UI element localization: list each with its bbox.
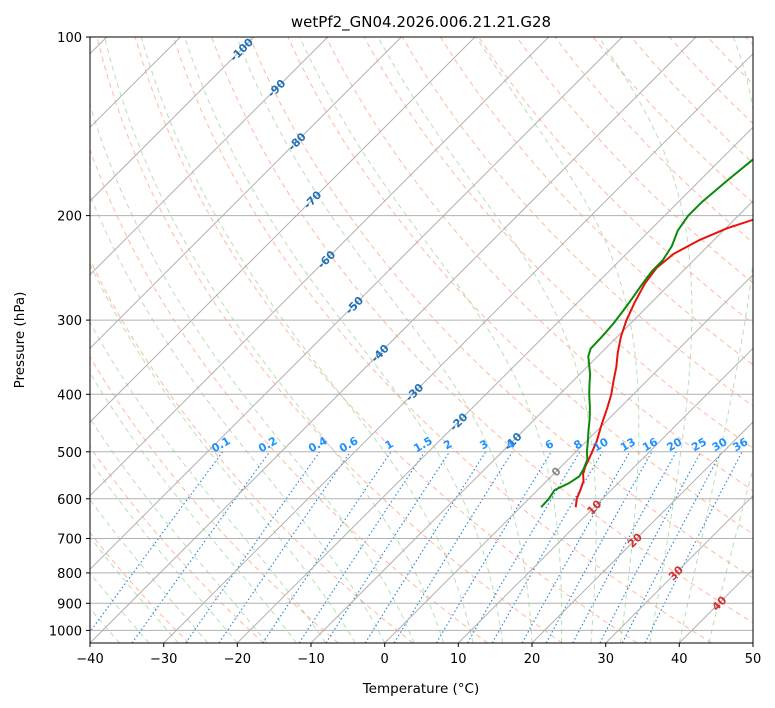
isotherm-line — [90, 37, 255, 202]
mixing-ratio-line — [218, 451, 351, 643]
chart-title: wetPf2_GN04.2026.006.21.21.G28 — [291, 13, 551, 32]
dry-adiabat-line — [96, 37, 563, 643]
moist-adiabat-line — [140, 37, 474, 643]
isotherm-line — [310, 200, 753, 643]
pressure-gridlines — [90, 37, 753, 631]
x-tick-label: −20 — [224, 652, 251, 667]
dry-adiabat-line — [249, 37, 753, 579]
mixing-ratio-line — [521, 451, 631, 643]
isotherm-line — [236, 126, 753, 643]
mixing-ratio-line — [644, 451, 743, 643]
y-tick-label: 700 — [57, 533, 82, 548]
moist-adiabats — [90, 37, 753, 643]
moist-adiabat-line — [299, 37, 563, 643]
dry-adiabat-line — [401, 37, 753, 407]
dry-adiabat-line — [439, 37, 753, 366]
mixing-ratio-line — [325, 451, 451, 643]
x-tick-label: −30 — [150, 652, 177, 667]
isotherm-line — [90, 37, 402, 350]
isotherms — [90, 37, 753, 643]
x-tick-label: 40 — [671, 652, 688, 667]
isotherm-line — [163, 52, 753, 643]
moist-adiabat-line — [90, 417, 268, 643]
y-tick-label: 400 — [57, 388, 82, 403]
isotherm-line — [531, 421, 753, 643]
moist-adiabat-line — [90, 321, 327, 643]
dewpoint-profile-line — [540, 158, 753, 508]
dry-adiabat-line — [90, 531, 190, 643]
sounding-profiles — [540, 158, 753, 508]
x-tick-label: −40 — [76, 652, 103, 667]
mixing-ratio-line — [185, 451, 321, 643]
y-tick-label: 500 — [57, 446, 82, 461]
isotherm-line — [457, 347, 753, 643]
mixing-ratio-line — [435, 451, 552, 643]
moist-adiabat-line — [90, 103, 415, 643]
mixing-ratio-line — [364, 451, 487, 643]
x-tick-label: 0 — [381, 652, 389, 667]
mixing-ratio-line — [90, 451, 224, 633]
mixing-ratio-line — [262, 451, 392, 643]
moist-adiabat-line — [90, 536, 179, 643]
y-tick-label: 100 — [57, 31, 82, 46]
dry-adiabat-line — [90, 355, 339, 643]
x-tick-label: −10 — [297, 652, 324, 667]
mixing-ratio-lines — [90, 451, 743, 643]
mixing-ratio-line — [298, 451, 426, 643]
mixing-ratio-line — [599, 451, 702, 643]
y-axis-label: Pressure (hPa) — [12, 292, 28, 389]
isotherm-line — [90, 37, 476, 423]
temperature-profile-line — [574, 218, 753, 508]
dry-adiabat-line — [172, 37, 712, 643]
moist-adiabat-line — [90, 372, 297, 643]
dry-adiabat-line — [516, 37, 753, 284]
x-axis: −40 −30 −20 −10 0 10 20 30 40 50 — [76, 643, 761, 667]
y-tick-label: 1000 — [49, 624, 82, 639]
y-tick-label: 600 — [57, 493, 82, 508]
plot-frame — [89, 36, 754, 644]
moist-adiabat-line — [104, 37, 445, 643]
isotherm-line — [90, 37, 329, 276]
y-axis: 100 200 300 400 500 600 700 800 900 1000 — [49, 31, 90, 639]
mixing-ratio-line — [545, 451, 653, 643]
dry-adiabat-line — [90, 445, 264, 643]
x-axis-label: Temperature (°C) — [362, 681, 480, 697]
dry-adiabat-line — [134, 37, 638, 643]
moist-adiabat-line — [598, 37, 693, 643]
isotherm-line — [90, 37, 550, 497]
y-tick-label: 900 — [57, 597, 82, 612]
isotherm-line — [605, 494, 753, 643]
x-tick-label: 30 — [597, 652, 614, 667]
mixing-ratio-line — [572, 451, 677, 643]
y-tick-label: 200 — [57, 210, 82, 225]
plot-area — [90, 37, 753, 643]
y-tick-label: 800 — [57, 567, 82, 582]
moist-adiabat-line — [90, 498, 209, 643]
moist-adiabat-line — [377, 37, 597, 643]
isotherm-line — [384, 273, 753, 643]
moist-adiabat-line — [90, 193, 386, 643]
isotherm-line — [90, 37, 623, 571]
isotherm-line — [90, 37, 697, 643]
x-tick-label: 10 — [450, 652, 467, 667]
moist-adiabat-line — [184, 37, 503, 643]
x-tick-label: 20 — [524, 652, 541, 667]
x-tick-label: 50 — [745, 652, 762, 667]
moist-adiabat-line — [90, 263, 356, 643]
moist-adiabat-line — [90, 459, 238, 643]
mixing-ratio-line — [131, 451, 271, 643]
y-tick-label: 300 — [57, 314, 82, 329]
moist-adiabat-line — [475, 37, 640, 643]
dry-adiabat-line — [90, 148, 488, 643]
